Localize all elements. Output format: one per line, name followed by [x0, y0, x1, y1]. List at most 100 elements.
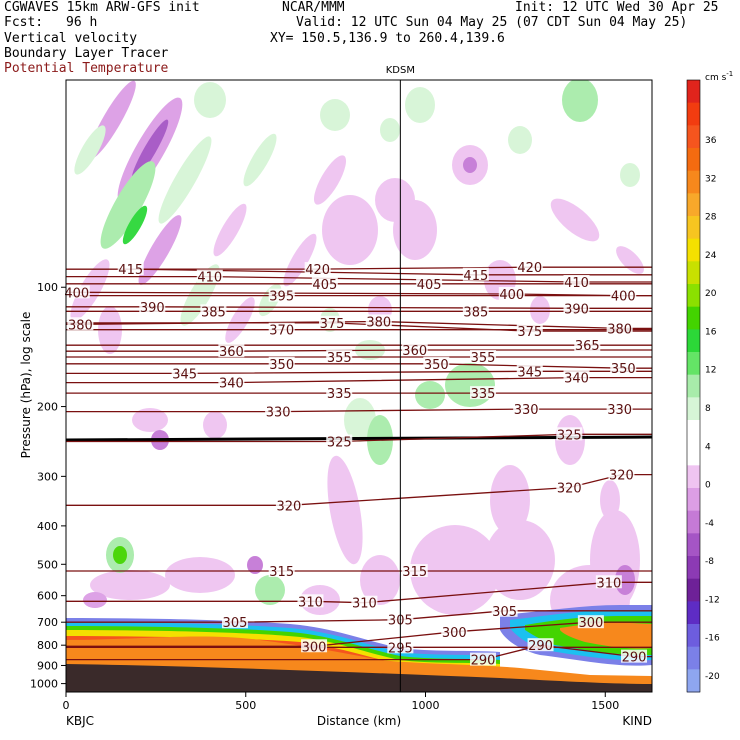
- theta-label-bg: [462, 267, 489, 281]
- colorbar-segment: [687, 193, 700, 217]
- theta-label-bg: [595, 575, 622, 589]
- theta-label: 400: [499, 288, 524, 303]
- theta-label: 305: [492, 605, 517, 620]
- x-tick-label: 500: [235, 699, 256, 712]
- theta-label: 410: [197, 271, 222, 286]
- colorbar-segment: [687, 397, 700, 421]
- x-tick-label: 0: [63, 699, 70, 712]
- theta-label-bg: [401, 343, 428, 357]
- theta-label-bg: [171, 366, 198, 380]
- theta-label: 355: [327, 351, 352, 366]
- y-tick-label: 800: [37, 639, 58, 652]
- theta-label: 345: [172, 367, 197, 382]
- theta-label: 375: [517, 325, 542, 340]
- colorbar-frame: [686, 79, 701, 693]
- theta-contour-325: [66, 433, 652, 443]
- tropopause-line: [66, 435, 652, 442]
- theta-label-bg: [67, 317, 94, 331]
- theta-label: 340: [564, 372, 589, 387]
- theta-label-bg: [365, 314, 392, 328]
- theta-label-bg: [563, 301, 590, 315]
- theta-label-bg: [513, 402, 540, 416]
- theta-label: 415: [118, 263, 143, 278]
- theta-label-bg: [516, 324, 543, 338]
- colorbar-segment: [687, 533, 700, 557]
- colorbar-segment: [687, 102, 700, 126]
- center-label: NCAR/MMM: [282, 0, 345, 15]
- theta-label-bg: [139, 299, 166, 313]
- theta-label-bg: [621, 649, 648, 663]
- theta-contour-410: [66, 275, 652, 283]
- theta-label: 300: [578, 616, 603, 631]
- theta-label: 400: [64, 286, 89, 301]
- theta-label: 415: [463, 269, 488, 284]
- theta-label-bg: [196, 269, 223, 283]
- theta-label-bg: [574, 338, 601, 352]
- theta-label: 310: [298, 595, 323, 610]
- theta-label-bg: [498, 286, 525, 300]
- theta-label-bg: [606, 402, 633, 416]
- theta-label: 340: [219, 377, 244, 392]
- colorbar-segment: [687, 624, 700, 648]
- colorbar-label: 24: [705, 251, 717, 261]
- colorbar-label: 28: [705, 213, 717, 223]
- colorbar-segment: [687, 261, 700, 285]
- theta-label-bg: [441, 624, 468, 638]
- colorbar-segment: [687, 374, 700, 398]
- model-title: CGWAVES 15km ARW-GFS init: [4, 0, 200, 15]
- left-station: KBJC: [66, 714, 94, 728]
- colorbar-segment: [687, 601, 700, 625]
- colorbar-label: -4: [705, 519, 714, 529]
- theta-label: 320: [557, 481, 582, 496]
- theta-label: 320: [276, 499, 301, 514]
- theta-label-bg: [326, 386, 353, 400]
- colorbar-segment: [687, 329, 700, 353]
- x-axis: 0 500 1000 1500: [63, 692, 619, 712]
- colorbar-label: 20: [705, 289, 717, 299]
- theta-label: 395: [269, 290, 294, 305]
- theta-label: 400: [611, 290, 636, 305]
- colorbar-segment: [687, 125, 700, 149]
- theta-label: 420: [305, 263, 330, 278]
- theta-label: 385: [463, 305, 488, 320]
- theta-label: 310: [596, 576, 621, 591]
- theta-label: 390: [140, 301, 165, 316]
- right-station: KIND: [622, 714, 652, 728]
- theta-contour-420: [66, 266, 652, 270]
- colorbar-segment: [687, 556, 700, 580]
- y-tick-label: 1000: [30, 678, 58, 691]
- theta-label: 385: [201, 305, 226, 320]
- theta-label-bg: [218, 375, 245, 389]
- kdsm-marker-label: KDSM: [386, 65, 415, 76]
- theta-label: 300: [302, 640, 327, 655]
- x-tick-label: 1500: [591, 699, 619, 712]
- theta-label: 380: [366, 315, 391, 330]
- theta-label: 350: [269, 358, 294, 373]
- forecast-hour: 96 h: [66, 15, 98, 30]
- colorbar-label: -8: [705, 557, 714, 567]
- theta-label-bg: [462, 304, 489, 318]
- y-tick-label: 700: [37, 616, 58, 629]
- theta-label: 355: [471, 351, 496, 366]
- plot-frame: [65, 79, 653, 693]
- theta-label: 315: [402, 565, 427, 580]
- theta-label: 330: [266, 406, 291, 421]
- theta-label: 325: [557, 428, 582, 443]
- colorbar-segment: [687, 284, 700, 308]
- theta-label-bg: [577, 615, 604, 629]
- theta-label-bg: [268, 322, 295, 336]
- theta-label-bg: [221, 615, 248, 629]
- theta-label: 360: [402, 344, 427, 359]
- theta-label-bg: [117, 262, 144, 276]
- theta-label-bg: [423, 356, 450, 370]
- colorbar-label: 36: [705, 136, 717, 146]
- y-tick-label: 500: [37, 558, 58, 571]
- theta-label: 290: [471, 654, 496, 669]
- theta-label-bg: [470, 350, 497, 364]
- field-vertical-velocity: Vertical velocity: [4, 31, 138, 46]
- y-tick-label: 200: [37, 401, 58, 414]
- theta-label: 380: [68, 318, 93, 333]
- theta-label: 370: [269, 324, 294, 339]
- colorbar-segment: [687, 148, 700, 172]
